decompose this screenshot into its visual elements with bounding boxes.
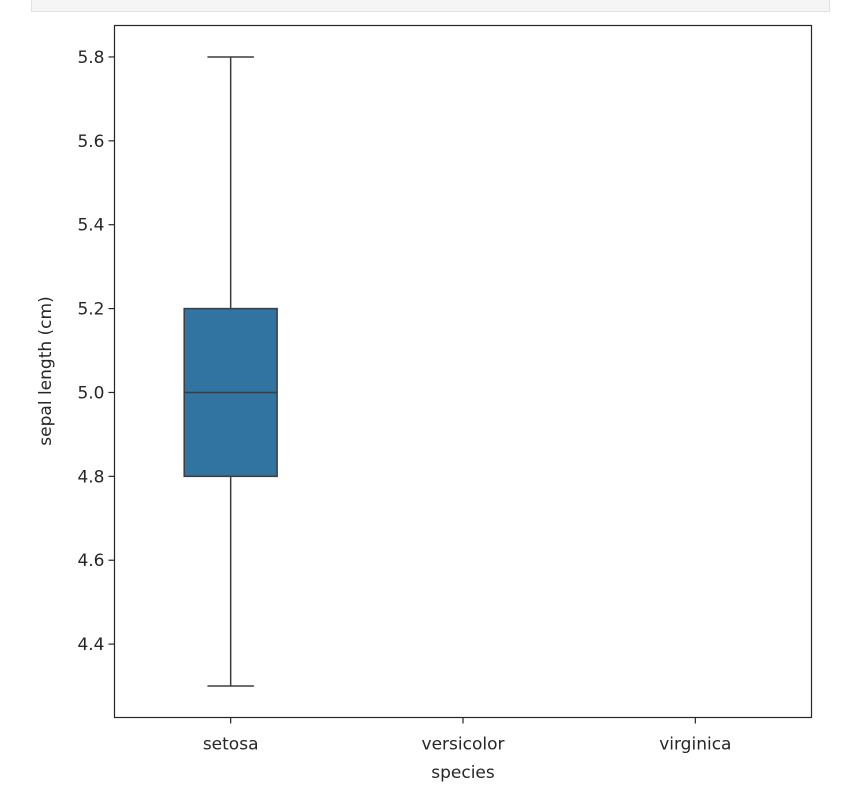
- y-tick-label: 5.4: [77, 216, 104, 236]
- box-setosa: [183, 56, 278, 687]
- x-axis-label: species: [431, 763, 495, 783]
- x-tick-label-virginica: virginica: [659, 735, 731, 755]
- x-tick-label-setosa: setosa: [203, 735, 259, 755]
- y-tick-label: 5.0: [77, 383, 104, 403]
- y-tick-label: 4.4: [77, 635, 104, 655]
- x-axis: setosa versicolor virginica: [203, 717, 731, 755]
- y-tick-label: 4.6: [77, 551, 104, 571]
- y-tick-label: 5.2: [77, 300, 104, 320]
- plot-layer: [183, 56, 278, 687]
- x-tick-label-versicolor: versicolor: [422, 735, 505, 755]
- y-tick-label: 5.8: [77, 48, 104, 68]
- y-tick-label: 5.6: [77, 132, 104, 152]
- y-axis-label: sepal length (cm): [36, 296, 56, 445]
- y-axis: 4.4 4.6 4.8 5.0 5.2 5.4 5.6 5.8: [77, 48, 115, 655]
- top-toolbar-strip: [31, 0, 830, 12]
- y-tick-label: 4.8: [77, 467, 104, 487]
